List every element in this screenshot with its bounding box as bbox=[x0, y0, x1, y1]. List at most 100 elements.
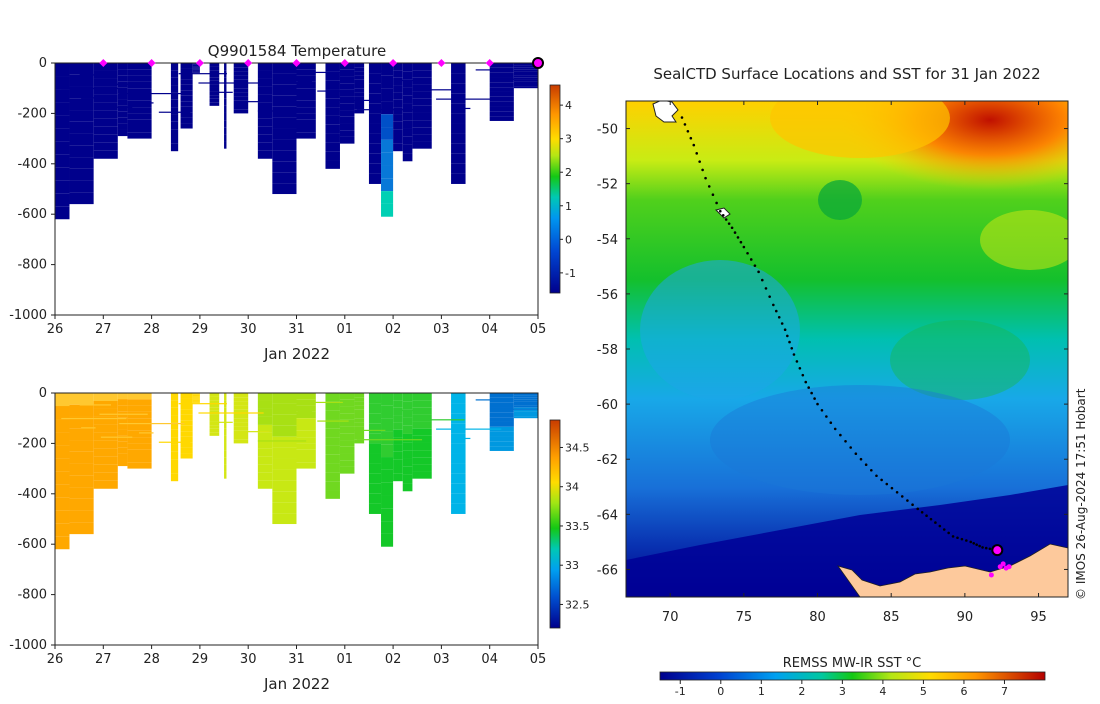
y-tick-label: -200 bbox=[17, 436, 47, 451]
latest-profile-marker[interactable] bbox=[532, 57, 544, 69]
profile-cell bbox=[381, 191, 394, 204]
profile-cell bbox=[117, 453, 128, 460]
profile-cell bbox=[180, 436, 193, 443]
profile-cell bbox=[489, 82, 514, 88]
profile-cell bbox=[402, 425, 413, 434]
profile-cell bbox=[402, 401, 413, 410]
track-point bbox=[764, 287, 768, 290]
profile-cell bbox=[170, 393, 179, 401]
profile-cell bbox=[69, 463, 94, 476]
profile-cell bbox=[180, 453, 193, 459]
profile-cell bbox=[451, 153, 466, 164]
profile-cell bbox=[412, 414, 432, 422]
profile-cell bbox=[192, 397, 200, 399]
profile-cell bbox=[55, 497, 70, 511]
profile-cell bbox=[489, 417, 514, 422]
profile-cell bbox=[117, 69, 128, 76]
profile-cell bbox=[339, 399, 355, 407]
profile-cell bbox=[69, 510, 94, 523]
profile-cell bbox=[117, 441, 128, 448]
profile-cell bbox=[192, 400, 200, 402]
profile-cell bbox=[368, 123, 382, 134]
profile-cell bbox=[393, 451, 403, 460]
profile-cell bbox=[192, 68, 200, 70]
profile-cell bbox=[368, 413, 382, 424]
profile-cell bbox=[127, 393, 152, 400]
profile-cell bbox=[180, 425, 193, 432]
profile-cell bbox=[233, 430, 249, 435]
profile-cell bbox=[339, 130, 355, 137]
profile-cell bbox=[192, 402, 200, 404]
profile-cell bbox=[325, 80, 340, 90]
profile-cell bbox=[192, 401, 200, 403]
profile-cell bbox=[127, 418, 152, 425]
current-position-marker[interactable] bbox=[991, 544, 1004, 557]
track-point bbox=[749, 258, 753, 261]
track-point bbox=[833, 427, 837, 431]
sst-colorbar-tick-label: 4 bbox=[879, 685, 886, 698]
profile-cell bbox=[381, 508, 394, 522]
profile-cell bbox=[233, 435, 249, 440]
profile-cell bbox=[393, 92, 403, 100]
profile-cell bbox=[402, 433, 413, 443]
profile-cell bbox=[451, 403, 466, 414]
profile-cell bbox=[393, 70, 403, 78]
profile-cell bbox=[170, 400, 179, 408]
profile-cell bbox=[69, 498, 94, 511]
track-point bbox=[969, 540, 973, 544]
profile-cell bbox=[55, 141, 70, 155]
profile-cell bbox=[412, 120, 432, 128]
sst-colorbar-label: REMSS MW-IR SST °C bbox=[783, 656, 922, 671]
profile-cell bbox=[257, 118, 273, 127]
profile-cell bbox=[233, 79, 249, 84]
surface-marker bbox=[389, 59, 398, 67]
profile-cell bbox=[93, 142, 118, 151]
profile-cell bbox=[170, 415, 179, 423]
profile-cell bbox=[55, 432, 70, 446]
profile-cell bbox=[354, 92, 365, 97]
profile-cell bbox=[93, 94, 118, 103]
x-tick-label: 31 bbox=[288, 322, 305, 337]
profile-cell bbox=[489, 116, 514, 121]
recent-position bbox=[1000, 561, 1006, 567]
track-point bbox=[975, 543, 978, 546]
profile-streak bbox=[416, 419, 465, 421]
cool-water-region bbox=[710, 385, 1010, 495]
profile-cell bbox=[233, 88, 249, 93]
profile-cell bbox=[513, 84, 538, 87]
surface-marker bbox=[195, 59, 204, 67]
profile-cell bbox=[393, 422, 403, 430]
profile-cell bbox=[224, 105, 227, 113]
profile-cell bbox=[272, 73, 297, 85]
profile-cell bbox=[381, 457, 394, 470]
profile-streak bbox=[396, 409, 428, 412]
profile-cell bbox=[368, 93, 382, 104]
profile-cell bbox=[224, 134, 227, 142]
profile-cell bbox=[354, 63, 365, 68]
profile-cell bbox=[117, 105, 128, 112]
track-point bbox=[960, 537, 964, 541]
profile-cell bbox=[117, 75, 128, 82]
profile-cell bbox=[209, 98, 220, 103]
green-patch bbox=[890, 320, 1030, 400]
profile-cell bbox=[117, 459, 128, 467]
profile-cell bbox=[170, 136, 179, 144]
profile-cell bbox=[451, 493, 466, 504]
profile-cell bbox=[325, 107, 340, 116]
profile-cell bbox=[489, 393, 514, 398]
y-tick-label: -1000 bbox=[9, 638, 47, 653]
profile-cell bbox=[127, 449, 152, 456]
profile-cell bbox=[180, 95, 193, 102]
profile-cell bbox=[272, 183, 297, 195]
salinity-xlabel: Jan 2022 bbox=[263, 675, 330, 693]
x-tick-label: 26 bbox=[47, 652, 64, 667]
track-point bbox=[942, 528, 946, 531]
profile-cell bbox=[69, 98, 94, 111]
profile-cell bbox=[412, 112, 432, 121]
track-point bbox=[757, 270, 760, 274]
profile-cell bbox=[93, 480, 118, 489]
profile-cell bbox=[402, 450, 413, 459]
profile-cell bbox=[339, 116, 355, 124]
salinity-profiles bbox=[55, 393, 538, 550]
track-point bbox=[854, 452, 858, 456]
